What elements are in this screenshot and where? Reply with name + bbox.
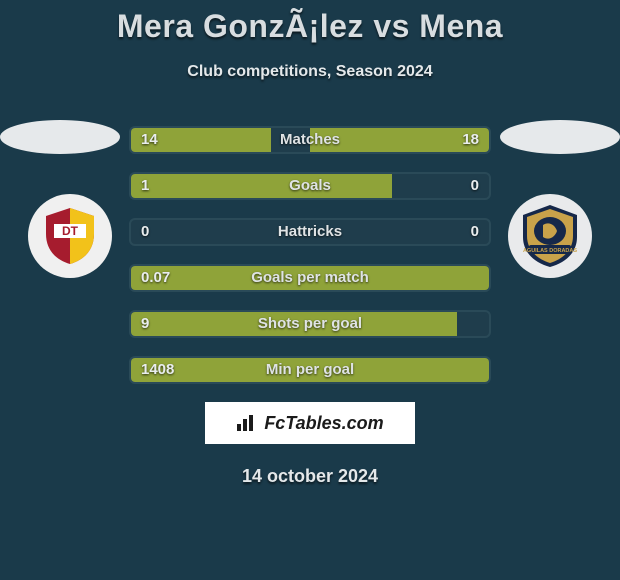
player-halo-right (500, 120, 620, 154)
player-halo-left (0, 120, 120, 154)
stat-row: 1408Min per goal (129, 356, 491, 384)
stat-value-right: 0 (459, 172, 491, 200)
stat-label: Goals (129, 172, 491, 200)
bars-icon (236, 414, 258, 432)
subtitle: Club competitions, Season 2024 (0, 63, 620, 81)
team-crest-left: DT (28, 194, 112, 278)
stats-rows: 14Matches181Goals00Hattricks00.07Goals p… (129, 126, 491, 384)
stat-label: Matches (129, 126, 491, 154)
stat-label: Hattricks (129, 218, 491, 246)
stat-row: 0.07Goals per match (129, 264, 491, 292)
stat-value-right: 18 (450, 126, 491, 154)
stats-area: DT AGUILAS DORADAS 14Matches181Goals00Ha… (0, 126, 620, 384)
stat-label: Goals per match (129, 264, 491, 292)
stat-row: 14Matches18 (129, 126, 491, 154)
stat-row: 1Goals0 (129, 172, 491, 200)
date-label: 14 october 2024 (0, 466, 620, 487)
stat-row: 9Shots per goal (129, 310, 491, 338)
brand-badge[interactable]: FcTables.com (205, 402, 415, 444)
svg-text:AGUILAS DORADAS: AGUILAS DORADAS (523, 248, 577, 254)
comparison-card: Mera GonzÃ¡lez vs Mena Club competitions… (0, 0, 620, 487)
stat-value-right: 0 (459, 218, 491, 246)
brand-label: FcTables.com (264, 413, 383, 434)
shield-icon: DT (38, 204, 102, 268)
page-title: Mera GonzÃ¡lez vs Mena (0, 8, 620, 45)
team-crest-right: AGUILAS DORADAS (508, 194, 592, 278)
stat-label: Shots per goal (129, 310, 491, 338)
shield-icon: AGUILAS DORADAS (515, 201, 585, 271)
svg-text:DT: DT (62, 224, 79, 238)
stat-row: 0Hattricks0 (129, 218, 491, 246)
stat-label: Min per goal (129, 356, 491, 384)
